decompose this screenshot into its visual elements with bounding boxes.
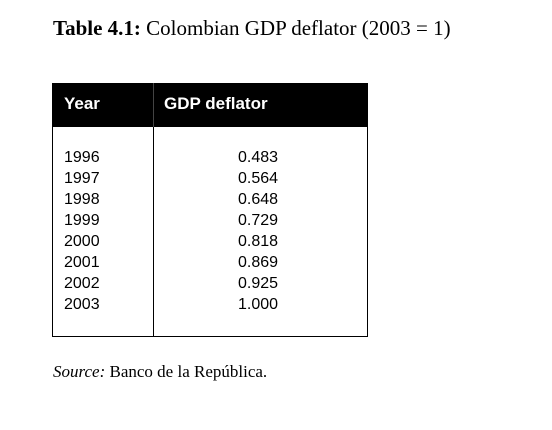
table-body: 1996 0.483 1997 0.564 1998 0.648 1999 0.…: [53, 147, 367, 315]
year-cell: 1996: [64, 149, 100, 166]
source-note: Source: Banco de la República.: [53, 361, 267, 383]
year-cell: 1998: [64, 191, 100, 208]
column-divider: [153, 83, 154, 336]
table-caption: Table 4.1: Colombian GDP deflator (2003 …: [53, 15, 451, 41]
deflator-cell: 0.648: [238, 191, 279, 208]
table-row: 2000 0.818: [53, 231, 367, 252]
deflator-cell: 0.869: [238, 254, 279, 271]
deflator-cell: 0.925: [238, 275, 279, 292]
header-gdp-deflator: GDP deflator: [164, 94, 268, 113]
gdp-deflator-table: Year GDP deflator 1996 0.483 1997 0.564 …: [52, 83, 368, 337]
table-row: 1997 0.564: [53, 168, 367, 189]
table-header-row: [53, 83, 367, 127]
year-cell: 2000: [64, 233, 100, 250]
year-cell: 1997: [64, 170, 100, 187]
year-cell: 1999: [64, 212, 100, 229]
header-column-divider: [153, 83, 154, 127]
deflator-cell: 0.729: [238, 212, 279, 229]
deflator-cell: 0.818: [238, 233, 279, 250]
table-row: 1998 0.648: [53, 189, 367, 210]
deflator-cell: 1.000: [238, 296, 279, 313]
year-cell: 2001: [64, 254, 100, 271]
table-row: 2002 0.925: [53, 273, 367, 294]
caption-text: Colombian GDP deflator (2003 = 1): [140, 16, 451, 40]
source-text: Banco de la República.: [105, 362, 268, 381]
table-row: 1999 0.729: [53, 210, 367, 231]
table-row: 2003 1.000: [53, 294, 367, 315]
header-year: Year: [64, 94, 100, 113]
deflator-cell: 0.483: [238, 149, 279, 166]
table-row: 2001 0.869: [53, 252, 367, 273]
year-cell: 2002: [64, 275, 100, 292]
year-cell: 2003: [64, 296, 100, 313]
caption-label: Table 4.1:: [53, 16, 141, 40]
source-label: Source:: [53, 362, 106, 381]
table-row: 1996 0.483: [53, 147, 367, 168]
deflator-cell: 0.564: [238, 170, 279, 187]
